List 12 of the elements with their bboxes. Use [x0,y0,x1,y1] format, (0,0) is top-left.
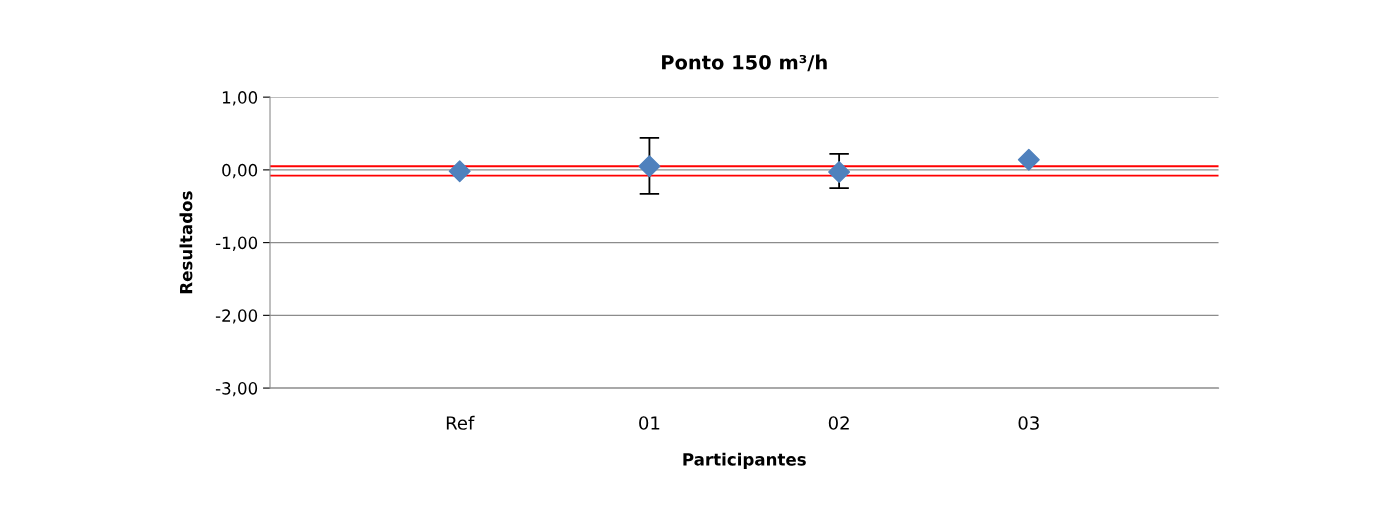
x-tick-label: 01 [639,416,660,430]
y-tick-label: 1,00 [222,91,258,106]
y-tick-label: -1,00 [215,236,258,251]
y-tick-label: -3,00 [215,382,258,397]
y-axis-title: Resultados [179,191,193,294]
chart-title: Ponto 150 m³/h [662,54,827,72]
x-axis-title: Participantes [683,452,806,469]
x-tick-label: 02 [828,416,849,430]
y-tick-label: -2,00 [215,309,258,324]
x-tick-label: 03 [1018,416,1039,430]
y-tick-label: 0,00 [222,163,258,179]
x-tick-label: Ref [446,415,475,430]
